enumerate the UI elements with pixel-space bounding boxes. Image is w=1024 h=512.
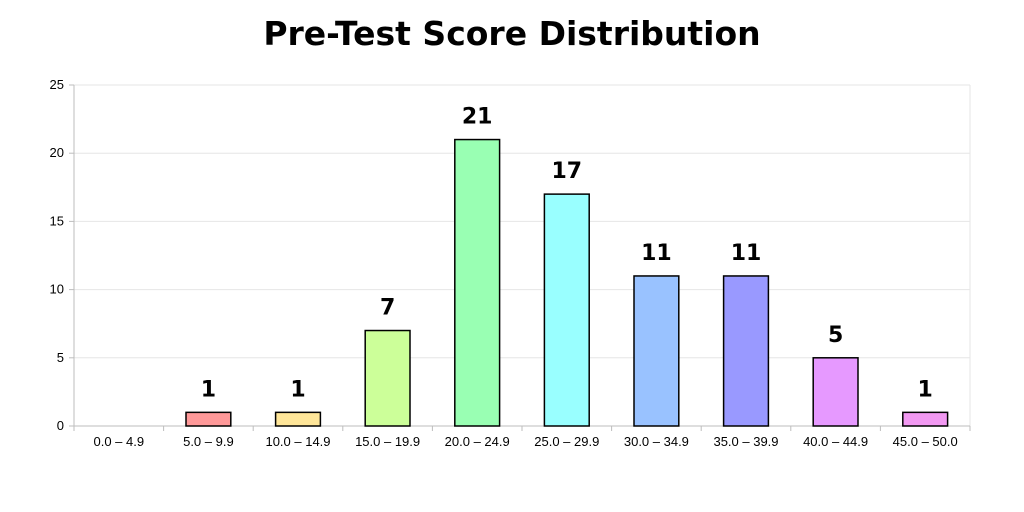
data-label: 1 (290, 377, 305, 402)
x-tick-label: 25.0 – 29.9 (534, 434, 599, 449)
bar (722, 275, 770, 427)
y-tick-label: 25 (50, 77, 64, 92)
x-tick-label: 5.0 – 9.9 (183, 434, 234, 449)
bar (274, 411, 322, 427)
x-tick-label: 45.0 – 50.0 (893, 434, 958, 449)
y-tick-label: 5 (57, 350, 64, 365)
data-label: 11 (731, 241, 762, 266)
y-tick-label: 15 (50, 213, 64, 228)
data-label: 1 (918, 377, 933, 402)
bar (812, 357, 859, 427)
x-tick-label: 20.0 – 24.9 (445, 434, 510, 449)
bar (543, 193, 590, 427)
bar (185, 411, 232, 427)
bar (633, 275, 680, 427)
x-tick-label: 15.0 – 19.9 (355, 434, 420, 449)
bars (185, 138, 949, 427)
x-tick-label: 35.0 – 39.9 (713, 434, 778, 449)
data-label: 21 (462, 105, 493, 130)
bar (454, 138, 501, 427)
x-tick-label: 10.0 – 14.9 (265, 434, 330, 449)
data-label: 7 (380, 296, 395, 321)
data-label: 17 (551, 159, 582, 184)
bar (364, 329, 411, 427)
x-tick-label: 0.0 – 4.9 (93, 434, 144, 449)
data-label: 11 (641, 241, 672, 266)
gridlines (74, 84, 970, 359)
x-tick-label: 40.0 – 44.9 (803, 434, 868, 449)
data-label: 5 (828, 323, 843, 348)
data-label: 1 (201, 377, 216, 402)
bar (902, 411, 949, 427)
y-tick-label: 0 (57, 418, 64, 433)
x-tick-label: 30.0 – 34.9 (624, 434, 689, 449)
y-tick-label: 10 (50, 282, 64, 297)
y-tick-label: 20 (50, 145, 64, 160)
chart-title: Pre-Test Score Distribution (263, 14, 761, 53)
